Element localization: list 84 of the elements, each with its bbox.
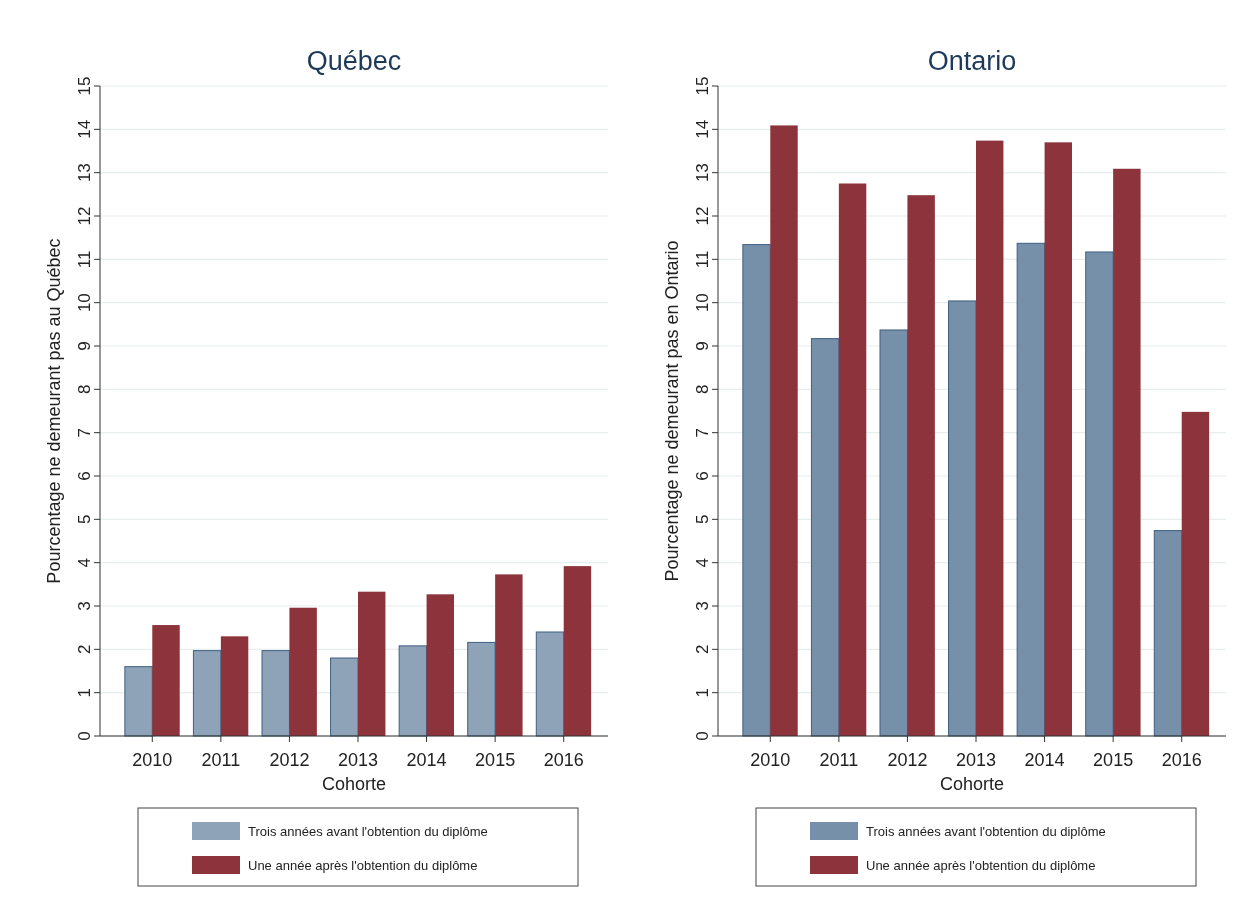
chart-title: Québec: [306, 46, 402, 76]
y-tick-label: 6: [693, 471, 712, 481]
x-tick-label: 2010: [750, 750, 791, 770]
x-tick-label: 2015: [1093, 750, 1134, 770]
x-tick-label: 2010: [132, 750, 173, 770]
y-tick-label: 10: [693, 293, 712, 313]
y-tick-label: 11: [75, 250, 94, 269]
legend-label: Une année après l'obtention du diplôme: [866, 858, 1096, 873]
y-tick-label: 9: [75, 341, 94, 351]
bar: [563, 566, 592, 736]
y-tick-label: 10: [75, 293, 94, 313]
y-tick-label: 13: [75, 163, 94, 183]
bar: [770, 125, 798, 736]
bar: [907, 195, 935, 736]
y-tick-label: 12: [75, 206, 94, 226]
chart-title: Ontario: [927, 46, 1017, 76]
y-tick-label: 5: [75, 514, 94, 525]
x-tick-label: 2011: [201, 750, 241, 770]
y-axis-title: Pourcentage ne demeurant pas en Ontario: [662, 240, 682, 582]
x-tick-label: 2012: [887, 750, 928, 770]
bar: [948, 300, 977, 737]
y-tick-label: 5: [693, 514, 712, 525]
bar: [1113, 168, 1141, 736]
bar: [1016, 242, 1046, 737]
legend-label: Une année après l'obtention du diplôme: [248, 858, 478, 873]
y-tick-label: 0: [693, 731, 712, 741]
x-axis-title: Cohorte: [939, 774, 1005, 794]
bar: [467, 641, 496, 737]
y-tick-label: 9: [693, 341, 712, 351]
bar: [261, 650, 290, 737]
bar: [330, 657, 359, 737]
x-tick-label: 2016: [543, 750, 584, 770]
x-tick-label: 2014: [1024, 750, 1065, 770]
y-tick-label: 12: [693, 206, 712, 226]
x-tick-label: 2015: [475, 750, 516, 770]
bar: [838, 183, 867, 736]
y-tick-label: 7: [693, 427, 712, 438]
legend-label: Trois années avant l'obtention du diplôme: [248, 824, 488, 839]
y-tick-label: 1: [75, 687, 94, 698]
bar: [398, 645, 428, 737]
y-tick-label: 2: [75, 644, 94, 655]
legend-label: Trois années avant l'obtention du diplôme: [866, 824, 1106, 839]
y-tick-label: 15: [75, 76, 94, 96]
x-tick-label: 2016: [1161, 750, 1202, 770]
bar: [426, 594, 454, 736]
y-tick-label: 7: [75, 427, 94, 438]
y-tick-label: 1: [693, 687, 712, 698]
x-tick-label: 2013: [337, 750, 379, 770]
bar: [220, 636, 249, 736]
bar: [495, 574, 523, 736]
y-tick-label: 8: [75, 384, 94, 395]
bar: [152, 625, 180, 736]
x-tick-label: 2013: [955, 750, 997, 770]
y-tick-label: 3: [75, 601, 94, 611]
bar: [1044, 142, 1072, 736]
bar: [879, 329, 908, 737]
y-tick-label: 4: [75, 557, 94, 568]
y-tick-label: 3: [693, 601, 712, 611]
y-tick-label: 2: [693, 644, 712, 655]
bar: [289, 607, 317, 736]
y-tick-label: 11: [693, 250, 712, 269]
bar: [810, 338, 840, 737]
bar: [535, 631, 565, 737]
y-tick-label: 15: [693, 76, 712, 96]
bar: [1085, 251, 1114, 737]
y-tick-label: 14: [75, 119, 94, 139]
bar: [1153, 530, 1183, 737]
bar: [124, 666, 153, 737]
bar: [192, 650, 222, 737]
x-tick-label: 2011: [819, 750, 859, 770]
x-tick-label: 2012: [269, 750, 310, 770]
y-tick-label: 8: [693, 384, 712, 395]
x-tick-label: 2014: [406, 750, 447, 770]
y-axis-title: Pourcentage ne demeurant pas au Québec: [44, 238, 64, 584]
y-tick-label: 0: [75, 731, 94, 741]
x-axis-title: Cohorte: [321, 774, 387, 794]
y-tick-label: 13: [693, 163, 712, 183]
y-tick-label: 6: [75, 471, 94, 481]
bar: [1181, 411, 1210, 736]
y-tick-label: 4: [693, 557, 712, 568]
y-tick-label: 14: [693, 119, 712, 139]
bar: [976, 140, 1004, 736]
bar: [742, 244, 771, 737]
bar: [358, 591, 386, 736]
